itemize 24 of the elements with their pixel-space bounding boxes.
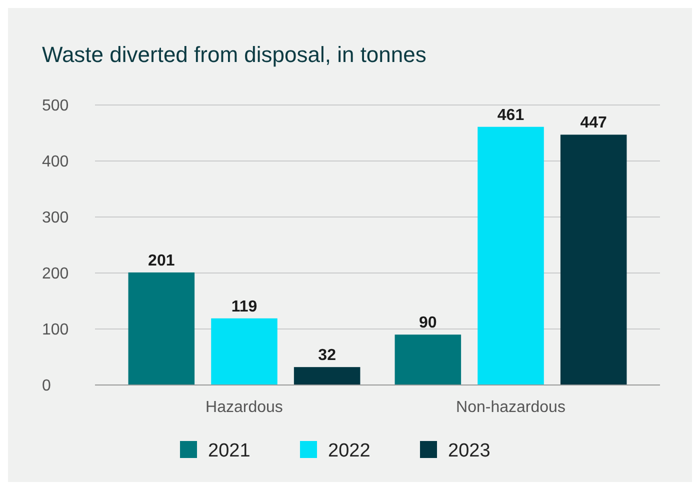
bar bbox=[394, 334, 462, 385]
bar bbox=[560, 134, 627, 385]
data-label: 201 bbox=[148, 252, 175, 270]
y-tick-label: 100 bbox=[42, 322, 69, 339]
chart-title: Waste diverted from disposal, in tonnes bbox=[42, 42, 426, 67]
y-tick-label: 500 bbox=[42, 98, 69, 115]
data-label: 461 bbox=[497, 106, 524, 124]
legend-label: 2022 bbox=[328, 440, 370, 462]
legend-label: 2023 bbox=[448, 440, 490, 462]
y-tick-label: 0 bbox=[42, 378, 51, 395]
data-label: 32 bbox=[318, 347, 336, 364]
bar bbox=[294, 367, 360, 385]
data-label: 119 bbox=[231, 298, 258, 316]
legend-label: 2021 bbox=[208, 440, 250, 462]
y-tick-label: 300 bbox=[42, 210, 69, 227]
x-tick-label: Non-hazardous bbox=[456, 399, 566, 416]
bar bbox=[128, 272, 195, 385]
bar bbox=[478, 126, 544, 385]
bar bbox=[211, 318, 278, 385]
y-tick-label: 400 bbox=[42, 154, 69, 171]
data-label: 90 bbox=[419, 314, 437, 332]
y-tick-label: 200 bbox=[42, 266, 69, 283]
x-tick-label: Hazardous bbox=[206, 399, 283, 416]
data-label: 447 bbox=[580, 114, 608, 132]
